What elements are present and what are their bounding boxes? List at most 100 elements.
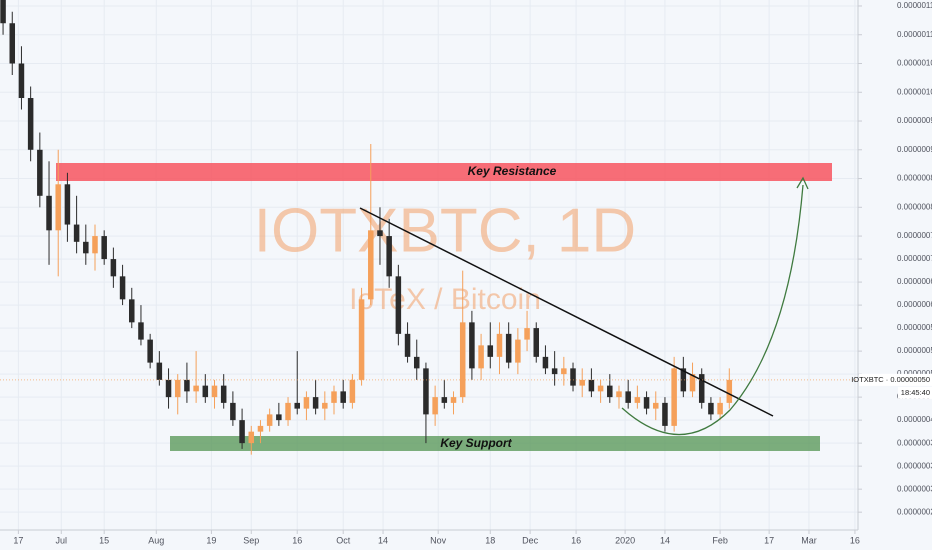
- candle-body: [551, 368, 558, 375]
- support-label: Key Support: [440, 436, 512, 450]
- projection-curve: [621, 184, 804, 436]
- y-tick-label: 0.00000105: [897, 59, 932, 68]
- candle-body: [358, 299, 365, 380]
- candle-body: [459, 322, 466, 398]
- candle-body: [312, 397, 319, 409]
- candle-body: [561, 368, 567, 375]
- x-tick-label: Aug: [148, 535, 164, 545]
- x-tick-label: 14: [660, 535, 670, 545]
- x-tick-label: 14: [378, 535, 388, 545]
- x-tick-label: Feb: [712, 535, 728, 545]
- candle-body: [18, 63, 25, 99]
- candle-body: [129, 299, 135, 323]
- y-tick-label: 0.00000055: [897, 346, 932, 355]
- candles: [0, 0, 733, 455]
- candle-body: [257, 425, 264, 432]
- x-tick-label: Dec: [522, 535, 539, 545]
- candle-body: [368, 230, 374, 300]
- candle-body: [119, 276, 126, 300]
- candle-body: [542, 356, 549, 369]
- candle-body: [73, 224, 80, 242]
- candle-body: [708, 402, 714, 415]
- candle-body: [92, 236, 98, 254]
- y-tick-label: 0.00000063: [897, 300, 932, 309]
- candle-body: [478, 345, 484, 369]
- x-tick-label: 16: [571, 535, 581, 545]
- y-tick-label: 0.00000051: [897, 369, 932, 378]
- candle-body: [230, 402, 236, 421]
- candle-body: [165, 379, 172, 398]
- candle-body: [220, 385, 227, 403]
- candle-body: [423, 368, 429, 415]
- candle-body: [184, 379, 190, 392]
- watermark: IOTXBTC, 1D: [254, 196, 636, 265]
- candle-body: [505, 333, 512, 363]
- candle-body: [27, 98, 34, 150]
- candle-body: [138, 322, 144, 340]
- candle-body: [174, 379, 181, 398]
- y-tick-label: 0.00000031: [897, 484, 932, 493]
- x-tick-label: 15: [99, 535, 109, 545]
- y-tick-label: 0.00000059: [897, 323, 932, 332]
- candle-body: [377, 230, 383, 237]
- candle-body: [147, 339, 153, 363]
- candle-body: [689, 374, 696, 392]
- candle-body: [496, 333, 503, 357]
- x-tick-label: 16: [850, 535, 860, 545]
- candle-body: [101, 236, 107, 260]
- projection-arrow: [796, 176, 809, 190]
- candle-body: [239, 420, 245, 444]
- candle-body: [0, 0, 6, 24]
- candle-body: [607, 385, 613, 398]
- resistance-zone: [56, 163, 832, 181]
- candle-body: [349, 379, 356, 403]
- trend-line: [359, 207, 774, 417]
- candle-body: [404, 333, 411, 357]
- support-zone: [170, 436, 820, 451]
- candle-body: [579, 379, 585, 386]
- candle-body: [110, 259, 117, 277]
- x-tick-label: 19: [206, 535, 216, 545]
- candle-body: [193, 385, 199, 392]
- y-tick-label: 0.00000115: [897, 1, 932, 10]
- candle-body: [386, 236, 392, 277]
- candle-body: [524, 328, 530, 340]
- x-tick-label: Jul: [56, 535, 68, 545]
- y-tick-label: 0.00000110: [897, 30, 932, 39]
- candle-body: [432, 397, 438, 415]
- candle-body: [662, 402, 668, 426]
- resistance-label: Key Resistance: [468, 164, 557, 178]
- candle-body: [395, 276, 402, 334]
- last-price-label: IOTXBTC · 0.00000050: [851, 375, 930, 384]
- x-tick-label: Nov: [430, 535, 447, 545]
- candle-body: [634, 397, 641, 403]
- candle-body: [643, 397, 650, 409]
- candle-body: [570, 368, 576, 386]
- x-tick-label: 17: [13, 535, 23, 545]
- candle-body: [533, 328, 540, 357]
- candle-body: [64, 184, 71, 225]
- y-tick-label: 0.00000071: [897, 254, 932, 263]
- candle-body: [616, 391, 622, 398]
- y-tick-label: 0.00000043: [897, 415, 932, 424]
- candle-body: [248, 431, 255, 444]
- candle-body: [413, 356, 420, 369]
- candle-body: [285, 402, 291, 421]
- candle-body: [46, 195, 52, 231]
- candle-body: [276, 414, 282, 421]
- x-tick-label: Mar: [801, 535, 817, 545]
- y-tick-label: 0.00000085: [897, 174, 932, 183]
- x-tick-label: 18: [485, 535, 495, 545]
- candle-body: [487, 345, 494, 357]
- y-tick-label: 0.00000095: [897, 116, 932, 125]
- candle-body: [55, 184, 61, 231]
- candle-body: [625, 391, 631, 403]
- last-price-box: [859, 373, 932, 386]
- candle-body: [717, 402, 723, 415]
- candle-body: [671, 368, 677, 426]
- candle-body: [83, 241, 89, 254]
- candle-body: [294, 402, 300, 409]
